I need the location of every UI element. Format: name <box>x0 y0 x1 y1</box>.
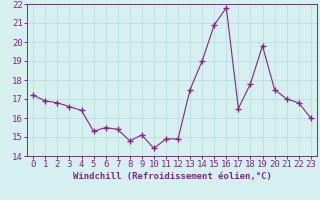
X-axis label: Windchill (Refroidissement éolien,°C): Windchill (Refroidissement éolien,°C) <box>73 172 271 181</box>
